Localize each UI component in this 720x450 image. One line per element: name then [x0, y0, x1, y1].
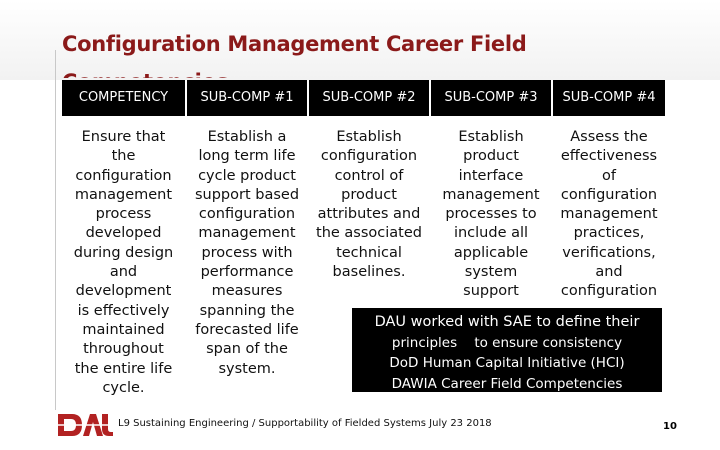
cell-line: is effectively	[77, 302, 170, 319]
cell-line: practices,	[573, 225, 645, 242]
cell-line: verifications,	[562, 244, 656, 261]
callout-box: DAU worked with SAE to define their prin…	[352, 308, 662, 392]
logo-text: DAU	[85, 430, 87, 433]
slide-title: Configuration Management Career Field	[62, 32, 527, 56]
cell-line: processes to	[445, 206, 537, 223]
cell-line: development	[75, 283, 172, 300]
cell-line: and	[595, 264, 623, 281]
cell-line: Assess the	[570, 129, 648, 145]
cell-line: baselines.	[332, 264, 406, 281]
cell-line: management	[442, 186, 540, 203]
cell-line: technical	[336, 244, 402, 261]
cell-line: throughout	[83, 341, 164, 358]
title-bar	[0, 0, 720, 80]
cell-line: product	[341, 186, 397, 203]
cell-line: interface	[458, 167, 524, 184]
cell-line: configuration	[560, 186, 658, 203]
cell-subcomp-1: Establish a long term life cycle product su…	[187, 120, 307, 396]
cell-line: effectiveness	[560, 148, 658, 165]
cell-line: control of	[334, 167, 404, 184]
cell-line: configuration	[75, 167, 172, 184]
callout-line: DAU worked with SAE to define their	[374, 314, 640, 330]
cell-line: management	[560, 206, 658, 223]
cell-line: developed	[85, 225, 162, 242]
slide-title-overflow: Competencies	[62, 62, 229, 78]
header-subcomp-1: SUB-COMP #1	[187, 80, 307, 116]
cell-competency: Ensure that the configuration management pro…	[62, 120, 185, 396]
cell-line: the	[111, 148, 136, 165]
cell-line: include all	[453, 225, 529, 242]
cell-line: cycle.	[102, 379, 145, 396]
callout-line: DAWIA Career Field Competencies	[391, 375, 623, 392]
cell-line: Establish	[458, 129, 524, 145]
cell-line: forecasted life	[195, 321, 299, 338]
cell-line: system.	[218, 360, 276, 377]
cell-line: support based	[194, 186, 300, 203]
footer-text: L9 Sustaining Engineering / Supportabili…	[118, 418, 492, 429]
cell-line: product	[463, 148, 519, 165]
cell-line: system	[464, 264, 518, 281]
cell-line: the entire life	[74, 360, 173, 377]
cell-line: configuration	[560, 283, 658, 300]
page-number: 10	[663, 421, 677, 432]
cell-line: configuration	[198, 206, 296, 223]
cell-line: process	[95, 206, 152, 223]
header-competency: COMPETENCY	[62, 80, 185, 116]
cell-line: performance	[200, 264, 294, 281]
cell-line: Ensure that	[81, 129, 166, 145]
cell-line: management	[74, 186, 173, 203]
header-subcomp-2: SUB-COMP #2	[309, 80, 429, 116]
cell-line: process with	[201, 244, 293, 261]
table-header-row: COMPETENCY SUB-COMP #1 SUB-COMP #2 SUB-C…	[62, 80, 720, 116]
cell-line: the associated	[316, 225, 422, 242]
dau-logo: DAU	[56, 414, 114, 436]
cell-line: of	[602, 167, 616, 184]
cell-line: Establish a	[207, 129, 287, 145]
cell-line: spanning the	[199, 302, 295, 319]
competency-table: COMPETENCY SUB-COMP #1 SUB-COMP #2 SUB-C…	[62, 80, 720, 396]
cell-line: management	[198, 225, 296, 242]
cell-line: measures	[211, 283, 283, 300]
header-subcomp-4: SUB-COMP #4	[553, 80, 665, 116]
cell-line: and	[109, 264, 138, 281]
cell-line: span of the	[206, 341, 288, 358]
cell-line: support	[463, 283, 519, 300]
callout-line: DoD Human Capital Initiative (HCI)	[389, 355, 625, 371]
cell-line: maintained	[82, 321, 165, 338]
header-subcomp-3: SUB-COMP #3	[431, 80, 551, 116]
cell-line: long term life	[198, 148, 296, 165]
callout-line: principles to ensure consistency	[391, 334, 623, 351]
cell-line: cycle product	[198, 167, 296, 184]
cell-line: attributes and	[317, 206, 421, 223]
cell-line: during design	[73, 244, 174, 261]
cell-line: applicable	[453, 244, 529, 261]
cell-line: configuration	[320, 148, 418, 165]
left-divider	[55, 50, 56, 410]
cell-line: Establish	[336, 129, 402, 145]
